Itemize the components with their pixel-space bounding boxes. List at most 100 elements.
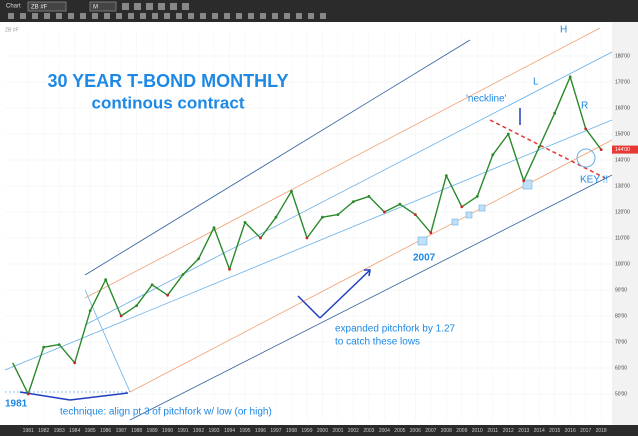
price-axis <box>612 22 638 425</box>
y-tick-label: 160'00 <box>615 105 630 111</box>
symbol[interactable]: ZB #F <box>31 5 48 11</box>
x-tick-label: 2012 <box>503 428 514 434</box>
x-tick-label: 1987 <box>116 428 127 434</box>
toolbar-icons[interactable] <box>8 3 326 19</box>
price-point <box>599 148 603 152</box>
price-point <box>243 221 247 224</box>
price-point <box>568 75 572 79</box>
window-title: Chart <box>6 4 21 10</box>
x-tick-label: 1989 <box>147 428 158 434</box>
time-axis <box>0 425 638 436</box>
x-tick-label: 2009 <box>456 428 467 434</box>
price-point <box>537 145 541 149</box>
price-point <box>104 278 108 281</box>
y-tick-label: 100'00 <box>615 261 630 267</box>
price-point <box>259 236 262 240</box>
y-tick-label: 80'00 <box>615 313 627 319</box>
price-point <box>475 195 479 198</box>
annotation: to catch these lows <box>335 337 420 348</box>
chart-title: 30 YEAR T-BOND MONTHLY <box>47 71 288 91</box>
x-tick-label: 2003 <box>363 428 374 434</box>
price-point <box>382 210 386 214</box>
chart-caption: ZB #F <box>5 27 19 33</box>
price-point <box>181 273 185 276</box>
y-tick-label: 60'00 <box>615 365 627 371</box>
x-tick-label: 1994 <box>224 428 235 434</box>
pitchfork <box>4 27 613 421</box>
low-markers <box>417 179 533 246</box>
price-point <box>584 127 588 131</box>
x-tick-label: 2007 <box>425 428 436 434</box>
annotation: 2007 <box>413 253 436 264</box>
x-tick-label: 1996 <box>255 428 266 434</box>
x-tick-label: 2002 <box>348 428 359 434</box>
x-tick-label: 2001 <box>332 428 343 434</box>
y-tick-label: 50'00 <box>615 391 627 397</box>
x-tick-label: 2014 <box>534 428 545 434</box>
x-tick-label: 1999 <box>301 428 312 434</box>
y-tick-label: 180'00 <box>615 53 630 59</box>
neckline <box>489 119 606 179</box>
annotation: 1981 <box>5 399 28 410</box>
x-tick-label: 1984 <box>69 428 80 434</box>
x-tick-label: 2000 <box>317 428 328 434</box>
x-tick-label: 2018 <box>596 428 607 434</box>
x-tick-label: 2013 <box>518 428 529 434</box>
price-point <box>150 283 154 287</box>
y-tick-label: 170'00 <box>615 79 630 85</box>
y-tick-label: 110'00 <box>615 235 630 241</box>
x-tick-label: 2006 <box>410 428 421 434</box>
y-tick-label: 130'00 <box>615 183 630 189</box>
last-price-label: 144'00 <box>615 147 630 153</box>
price-point <box>522 179 526 183</box>
price-point <box>553 111 557 115</box>
x-tick-label: 1993 <box>208 428 219 434</box>
price-point <box>166 293 169 297</box>
grid <box>5 30 612 420</box>
symbol-box[interactable] <box>27 1 67 12</box>
price-point <box>444 174 448 178</box>
y-tick-label: 70'00 <box>615 339 627 345</box>
x-tick-label: 1991 <box>178 428 189 434</box>
x-tick-label: 2015 <box>549 428 560 434</box>
x-tick-label: 1982 <box>38 428 49 434</box>
x-tick-label: 1995 <box>239 428 250 434</box>
y-tick-label: 120'00 <box>615 209 630 215</box>
price-point <box>135 304 139 307</box>
x-tick-label: 2005 <box>394 428 405 434</box>
x-tick-label: 2008 <box>441 428 452 434</box>
x-tick-label: 1983 <box>54 428 65 434</box>
y-tick-label: 150'00 <box>615 131 630 137</box>
price-point <box>336 213 340 217</box>
price-point <box>367 195 371 198</box>
interval[interactable]: M <box>93 5 98 11</box>
price-point <box>352 200 355 204</box>
y-tick-label: 90'00 <box>615 287 627 293</box>
interval-box[interactable] <box>89 1 117 12</box>
annotation: technique: align pt 3 of pitchfork w/ lo… <box>60 407 272 418</box>
price-point <box>197 257 200 261</box>
price-point <box>57 343 61 346</box>
price-point <box>506 132 510 136</box>
price-point <box>413 213 417 217</box>
key-circle <box>576 148 596 168</box>
chart-subtitle: continous contract <box>91 93 244 112</box>
price-point <box>321 215 324 219</box>
price-point <box>398 202 402 206</box>
price-point <box>305 236 309 240</box>
annotation: R <box>581 101 588 112</box>
x-tick-label: 1998 <box>286 428 297 434</box>
x-tick-label: 1997 <box>270 428 281 434</box>
price-point <box>429 231 433 235</box>
x-tick-label: 2011 <box>487 428 498 434</box>
x-tick-label: 1985 <box>85 428 96 434</box>
annotation: H <box>560 25 567 36</box>
annotation: expanded pitchfork by 1.27 <box>335 324 456 335</box>
x-tick-label: 2010 <box>472 428 483 434</box>
annotation: KEY !! <box>580 175 608 186</box>
price-point <box>42 345 46 349</box>
last-price-marker <box>612 145 638 154</box>
price-point <box>491 153 495 157</box>
